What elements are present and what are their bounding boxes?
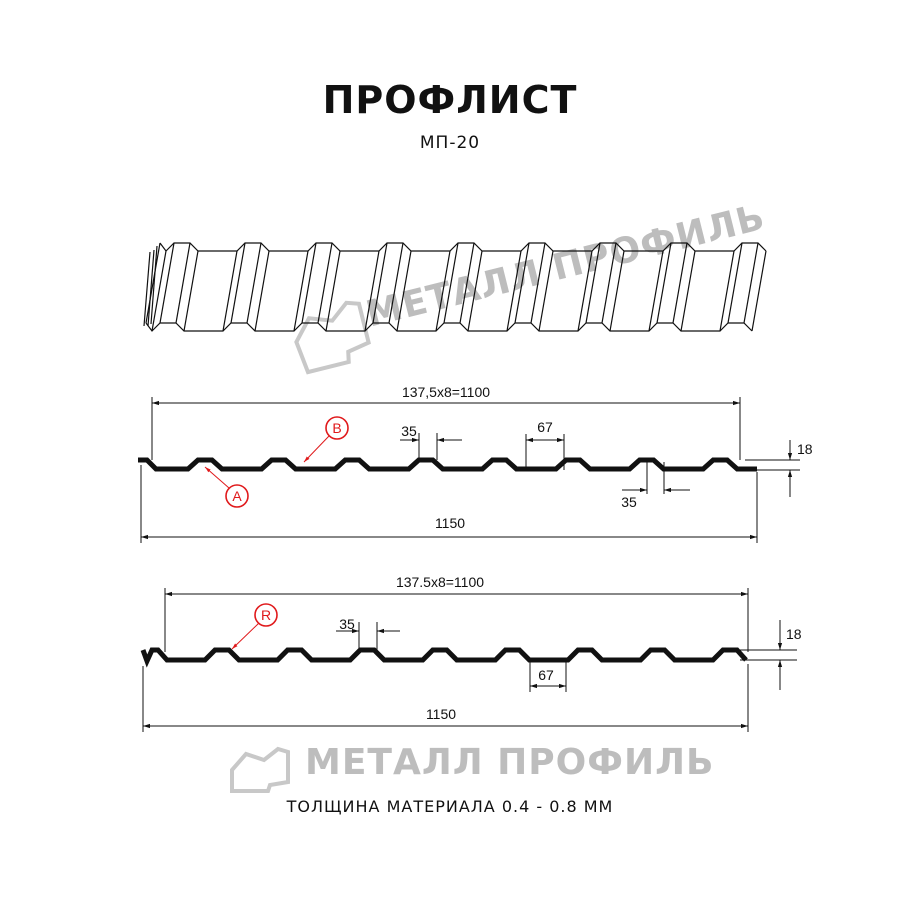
page-title: ПРОФЛИСТ xyxy=(322,78,578,122)
sheet-fold-line xyxy=(719,250,735,332)
marker-a: A xyxy=(232,488,242,504)
marker-b-circle xyxy=(325,416,349,440)
sheet-fold-line xyxy=(293,250,309,332)
sheet-fold-line xyxy=(609,250,625,332)
sheet-fold-line xyxy=(459,242,475,324)
sheet-edge-lip xyxy=(150,245,158,325)
sheet-fold-line xyxy=(317,242,333,324)
marker-r: R xyxy=(261,607,271,623)
sheet-fold-line xyxy=(727,242,743,324)
sheet-fold-line xyxy=(538,250,554,332)
sheet-fold-line xyxy=(246,242,262,324)
sheet-fold-line xyxy=(396,250,412,332)
sheet-edge-lip xyxy=(147,249,155,327)
marker-a-circle xyxy=(225,484,249,508)
sheet-fold-line xyxy=(364,250,380,332)
watermark-upper: МЕТАЛЛ ПРОФИЛЬ xyxy=(294,197,769,375)
ridge-width-label: 35 xyxy=(339,616,355,632)
total-width-label: 1150 xyxy=(426,706,456,722)
watermark-text: МЕТАЛЛ ПРОФИЛЬ xyxy=(305,742,714,783)
sheet-fold-line xyxy=(325,250,341,332)
height-label: 18 xyxy=(786,626,802,642)
sheet-fold-line xyxy=(743,242,759,324)
valley-width-label: 67 xyxy=(538,667,554,683)
sheet-fold-line xyxy=(388,242,404,324)
total-width-label: 1150 xyxy=(435,515,465,531)
sheet-bottom-edge xyxy=(145,322,753,332)
sheet-fold-line xyxy=(372,242,388,324)
marker-r-circle xyxy=(254,603,278,627)
profile-a: 137,5x8=1100 1150 35 67 35 18 B A xyxy=(138,384,813,543)
sheet-fold-line xyxy=(443,242,459,324)
sheet-fold-line xyxy=(577,250,593,332)
bottom-ridge-label: 35 xyxy=(621,494,637,510)
marker-a-leader xyxy=(204,466,230,489)
sheet-fold-line xyxy=(222,250,238,332)
sheet-fold-line xyxy=(301,242,317,324)
sheet-3d-view xyxy=(143,242,767,332)
model-subtitle: МП-20 xyxy=(419,133,481,153)
sheet-fold-line xyxy=(656,242,672,324)
logo-icon xyxy=(230,746,290,793)
sheet-fold-line xyxy=(175,242,191,324)
ridge-width-label: 35 xyxy=(401,423,417,439)
profile-r-shape xyxy=(140,647,748,668)
marker-b: B xyxy=(332,420,341,436)
sheet-fold-line xyxy=(435,250,451,332)
sheet-fold-line xyxy=(601,242,617,324)
marker-b-leader xyxy=(303,435,330,463)
profile-r: 137.5x8=1100 1150 35 67 18 R xyxy=(140,574,802,732)
sheet-fold-line xyxy=(151,250,167,332)
material-thickness-note: ТОЛЩИНА МАТЕРИАЛА 0.4 - 0.8 ММ xyxy=(286,797,614,816)
logo-icon xyxy=(294,300,371,375)
sheet-fold-line xyxy=(506,250,522,332)
sheet-edge-lip xyxy=(143,251,151,327)
sheet-fold-line xyxy=(514,242,530,324)
sheet-fold-line xyxy=(585,242,601,324)
sheet-fold-line xyxy=(159,242,175,324)
sheet-fold-line xyxy=(530,242,546,324)
pitch-label: 137.5x8=1100 xyxy=(396,574,484,590)
sheet-fold-line xyxy=(467,250,483,332)
watermark-lower: МЕТАЛЛ ПРОФИЛЬ xyxy=(230,742,714,793)
sheet-fold-line xyxy=(751,250,767,332)
height-label: 18 xyxy=(797,441,813,457)
sheet-fold-line xyxy=(648,250,664,332)
profile-a-shape xyxy=(138,457,757,472)
pitch-label: 137,5x8=1100 xyxy=(402,384,490,400)
sheet-fold-line xyxy=(680,250,696,332)
marker-r-leader xyxy=(231,622,260,650)
valley-width-label: 67 xyxy=(537,419,553,435)
sheet-fold-line xyxy=(183,250,199,332)
watermark-text: МЕТАЛЛ ПРОФИЛЬ xyxy=(362,197,769,336)
sheet-fold-line xyxy=(672,242,688,324)
sheet-fold-line xyxy=(145,242,161,324)
sheet-fold-line xyxy=(254,250,270,332)
sheet-fold-line xyxy=(230,242,246,324)
